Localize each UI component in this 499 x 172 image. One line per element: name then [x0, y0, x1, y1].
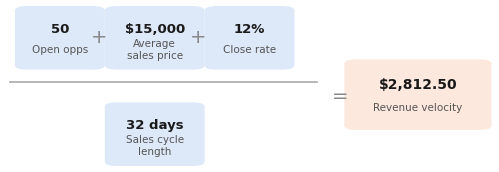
Text: Average
sales price: Average sales price — [127, 39, 183, 61]
FancyBboxPatch shape — [105, 6, 205, 70]
Text: +: + — [190, 28, 207, 47]
Text: $2,812.50: $2,812.50 — [379, 78, 457, 92]
Text: Open opps: Open opps — [32, 45, 88, 55]
FancyBboxPatch shape — [344, 59, 492, 130]
Text: +: + — [90, 28, 107, 47]
Text: Sales cycle
length: Sales cycle length — [126, 135, 184, 158]
FancyBboxPatch shape — [105, 102, 205, 166]
Text: =: = — [332, 87, 349, 106]
Text: Revenue velocity: Revenue velocity — [373, 103, 463, 113]
Text: 12%: 12% — [234, 23, 265, 36]
FancyBboxPatch shape — [15, 6, 105, 70]
Text: 50: 50 — [51, 23, 69, 36]
Text: Close rate: Close rate — [223, 45, 276, 55]
Text: $15,000: $15,000 — [125, 23, 185, 36]
FancyBboxPatch shape — [205, 6, 294, 70]
Text: 32 days: 32 days — [126, 119, 184, 132]
